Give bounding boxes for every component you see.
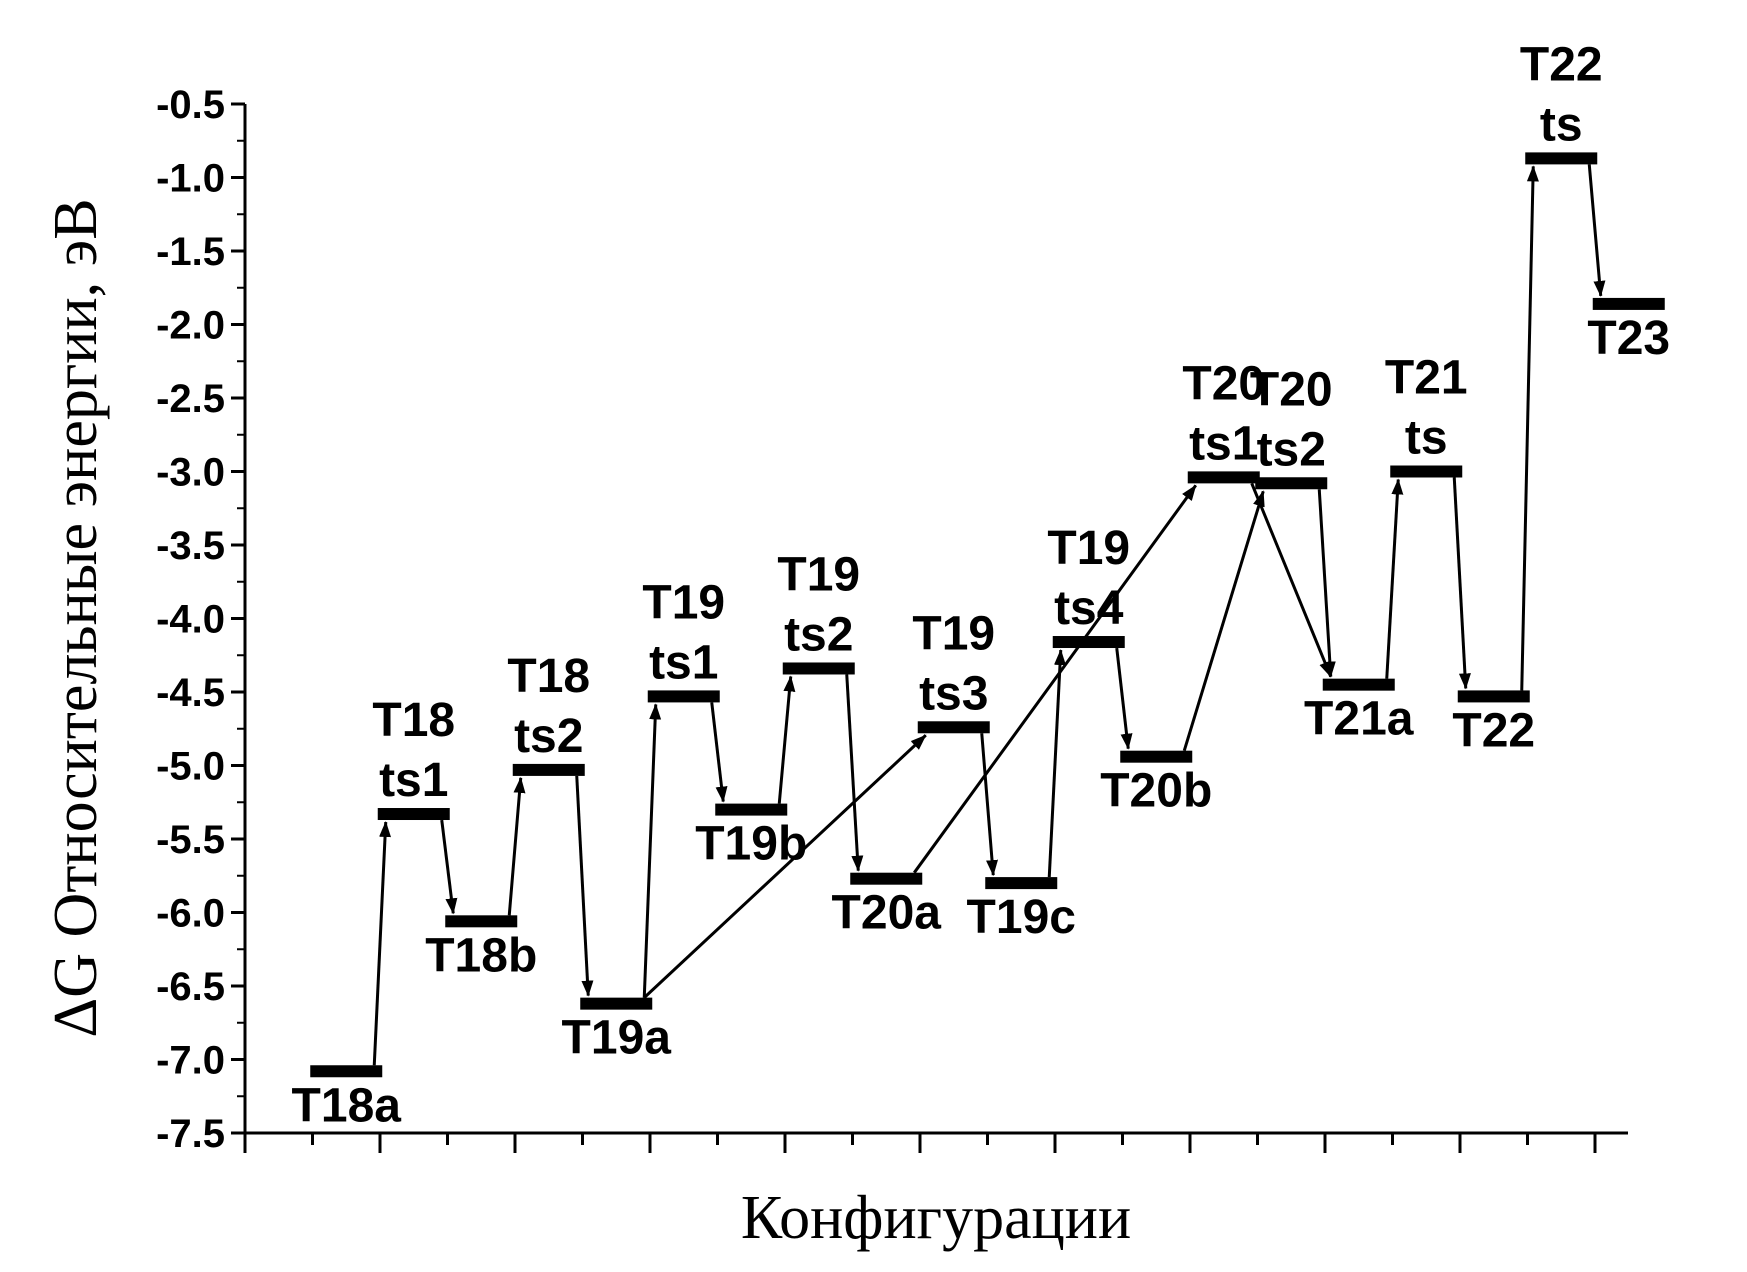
energy-levels: T18a T18 ts1 T18b T18 ts2 T19a T19 ts1 T19b T19 ts2…: [292, 38, 1671, 1132]
level-label-T19a: T19a: [562, 1012, 672, 1065]
level-label-T22ts: T22: [1520, 38, 1603, 91]
energy-level-T23: [1592, 297, 1665, 310]
transition-arrow-T20b-T20ts2: [1182, 490, 1265, 752]
y-tick-label: -6.5: [156, 965, 225, 1009]
y-tick-label: -7.0: [156, 1039, 225, 1083]
y-tick-label: -3.5: [156, 524, 225, 568]
transitions: [372, 164, 1606, 1066]
level-label-T19ts4: ts4: [1054, 582, 1124, 635]
energy-level-T21ts: [1390, 465, 1463, 478]
level-label-T22: T22: [1452, 704, 1535, 757]
energy-level-T19ts4: [1052, 636, 1125, 649]
y-tick-label: -0.5: [156, 83, 225, 127]
level-label-T18ts2: T18: [507, 650, 590, 703]
level-label-T22ts: ts: [1540, 98, 1583, 151]
y-tick-label: -7.5: [156, 1112, 225, 1156]
energy-level-T19ts3: [917, 721, 990, 734]
y-tick-label: -1.5: [156, 230, 225, 274]
level-label-T18a: T18a: [292, 1079, 402, 1132]
transition-arrow-T20ts2-T21a: [1317, 489, 1336, 678]
y-tick-label: -4.5: [156, 671, 225, 715]
y-tick-label: -5.5: [156, 818, 225, 862]
level-label-T19ts3: T19: [912, 607, 995, 660]
level-label-T19ts2: ts2: [784, 608, 853, 661]
transition-arrow-T18ts2-T19a: [575, 775, 594, 997]
y-tick-label: -4.0: [156, 598, 225, 642]
energy-level-T21a: [1322, 678, 1395, 691]
energy-level-T19a: [580, 997, 653, 1010]
level-label-T21a: T21a: [1304, 693, 1414, 746]
energy-level-T18ts2: [512, 763, 585, 776]
y-tick-label: -5.0: [156, 745, 225, 789]
energy-level-T18a: [310, 1065, 383, 1078]
transition-arrow-T21ts-T22: [1452, 477, 1471, 690]
level-label-T18ts1: ts1: [379, 754, 448, 807]
y-axis-title: ΔG Относительные энергии, эВ: [42, 198, 110, 1037]
energy-level-T20ts1: [1187, 471, 1260, 484]
transition-arrow-T19ts4-T20b: [1115, 647, 1133, 750]
transition-arrow-T19ts3-T19c: [980, 733, 999, 877]
level-label-T18b: T18b: [425, 929, 537, 982]
transition-arrow-T18ts1-T18b: [440, 819, 458, 915]
level-label-T19ts2: T19: [777, 548, 860, 601]
energy-level-T19ts1: [647, 690, 720, 703]
transition-arrow-T18b-T18ts2: [507, 776, 526, 916]
transition-arrow-T19b-T19ts2: [777, 675, 796, 804]
transition-arrow-T18a-T18ts1: [372, 821, 392, 1066]
y-ticks: -0.5 -1.0 -1.5 -2.0 -2.5 -3.0 -3.5 -4.0 -4.5 -5.0…: [156, 83, 245, 1156]
level-label-T20ts2: ts2: [1257, 423, 1326, 476]
x-ticks: [243, 1133, 1597, 1153]
energy-level-T20b: [1120, 750, 1193, 763]
transition-arrow-T19a-T19ts3: [643, 734, 927, 999]
transition-arrow-T20ts1-T21a: [1250, 482, 1333, 678]
level-label-T20ts1: ts1: [1189, 417, 1258, 470]
energy-level-T19c: [985, 877, 1058, 890]
transition-arrow-T21a-T21ts: [1385, 478, 1404, 679]
energy-level-T18ts1: [377, 808, 450, 821]
energy-level-T19b: [715, 803, 788, 816]
level-label-T21ts: ts: [1405, 412, 1448, 465]
level-label-T19ts1: ts1: [649, 636, 718, 689]
level-label-T20ts2: T20: [1250, 363, 1333, 416]
energy-level-T20ts2: [1255, 477, 1328, 490]
level-label-T20b: T20b: [1100, 765, 1212, 818]
transition-arrow-T22-T22ts: [1520, 165, 1539, 691]
transition-arrow-T20a-T20ts1: [913, 484, 1197, 874]
y-tick-label: -2.5: [156, 377, 225, 421]
energy-level-T18b: [445, 915, 518, 928]
transition-arrow-T19ts1-T19b: [710, 702, 728, 803]
energy-level-T22ts: [1525, 152, 1598, 165]
x-axis-title: Конфигурации: [741, 1184, 1131, 1252]
y-tick-label: -6.0: [156, 892, 225, 936]
level-label-T23: T23: [1587, 312, 1670, 365]
level-label-T19b: T19b: [695, 818, 807, 871]
level-label-T20a: T20a: [832, 887, 942, 940]
level-label-T19ts3: ts3: [919, 667, 988, 720]
energy-level-T22: [1457, 690, 1530, 703]
transition-arrow-T19ts2-T20a: [845, 674, 864, 872]
level-label-T18ts1: T18: [372, 694, 455, 747]
transition-arrow-T22ts-T23: [1587, 164, 1606, 297]
level-label-T18ts2: ts2: [514, 710, 583, 763]
transition-arrow-T19a-T19ts1: [642, 703, 662, 998]
energy-level-T19ts2: [782, 662, 855, 675]
y-tick-label: -2.0: [156, 304, 225, 348]
level-label-T19c: T19c: [967, 891, 1076, 944]
level-label-T19ts1: T19: [642, 576, 725, 629]
level-label-T20ts1: T20: [1182, 357, 1265, 410]
energy-level-T20a: [850, 872, 923, 885]
level-label-T19ts4: T19: [1047, 522, 1130, 575]
y-tick-label: -3.0: [156, 451, 225, 495]
y-tick-label: -1.0: [156, 157, 225, 201]
level-label-T21ts: T21: [1385, 352, 1468, 405]
transition-arrow-T19c-T19ts4: [1047, 649, 1066, 878]
